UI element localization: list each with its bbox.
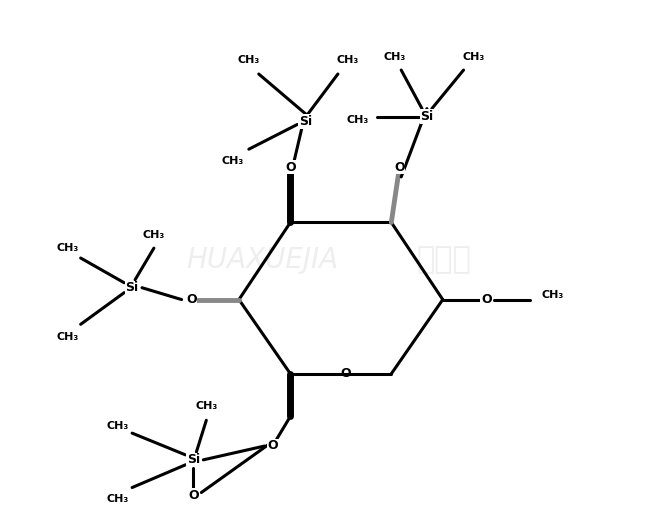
Text: CH₃: CH₃ — [337, 55, 359, 65]
Text: CH₃: CH₃ — [238, 55, 260, 65]
Text: HUAXUEJIA: HUAXUEJIA — [187, 246, 339, 274]
Text: O: O — [394, 161, 405, 174]
Text: Si: Si — [126, 281, 139, 294]
Text: Si: Si — [187, 453, 200, 466]
Text: Si: Si — [421, 110, 434, 123]
Text: CH₃: CH₃ — [346, 114, 369, 124]
Text: Si: Si — [299, 115, 312, 128]
Text: CH₃: CH₃ — [222, 156, 244, 166]
Text: 化学加: 化学加 — [417, 245, 472, 275]
Text: O: O — [285, 161, 295, 174]
Text: CH₃: CH₃ — [106, 495, 128, 504]
Text: CH₃: CH₃ — [542, 290, 564, 300]
Text: CH₃: CH₃ — [143, 230, 165, 240]
Text: O: O — [341, 367, 351, 380]
Text: CH₃: CH₃ — [57, 332, 79, 342]
Text: CH₃: CH₃ — [383, 52, 405, 62]
Text: O: O — [267, 439, 278, 452]
Text: CH₃: CH₃ — [106, 421, 128, 431]
Text: CH₃: CH₃ — [57, 243, 79, 253]
Text: O: O — [481, 293, 492, 306]
Text: CH₃: CH₃ — [195, 401, 217, 411]
Text: O: O — [186, 293, 196, 306]
Text: O: O — [188, 489, 198, 502]
Text: CH₃: CH₃ — [462, 52, 485, 62]
